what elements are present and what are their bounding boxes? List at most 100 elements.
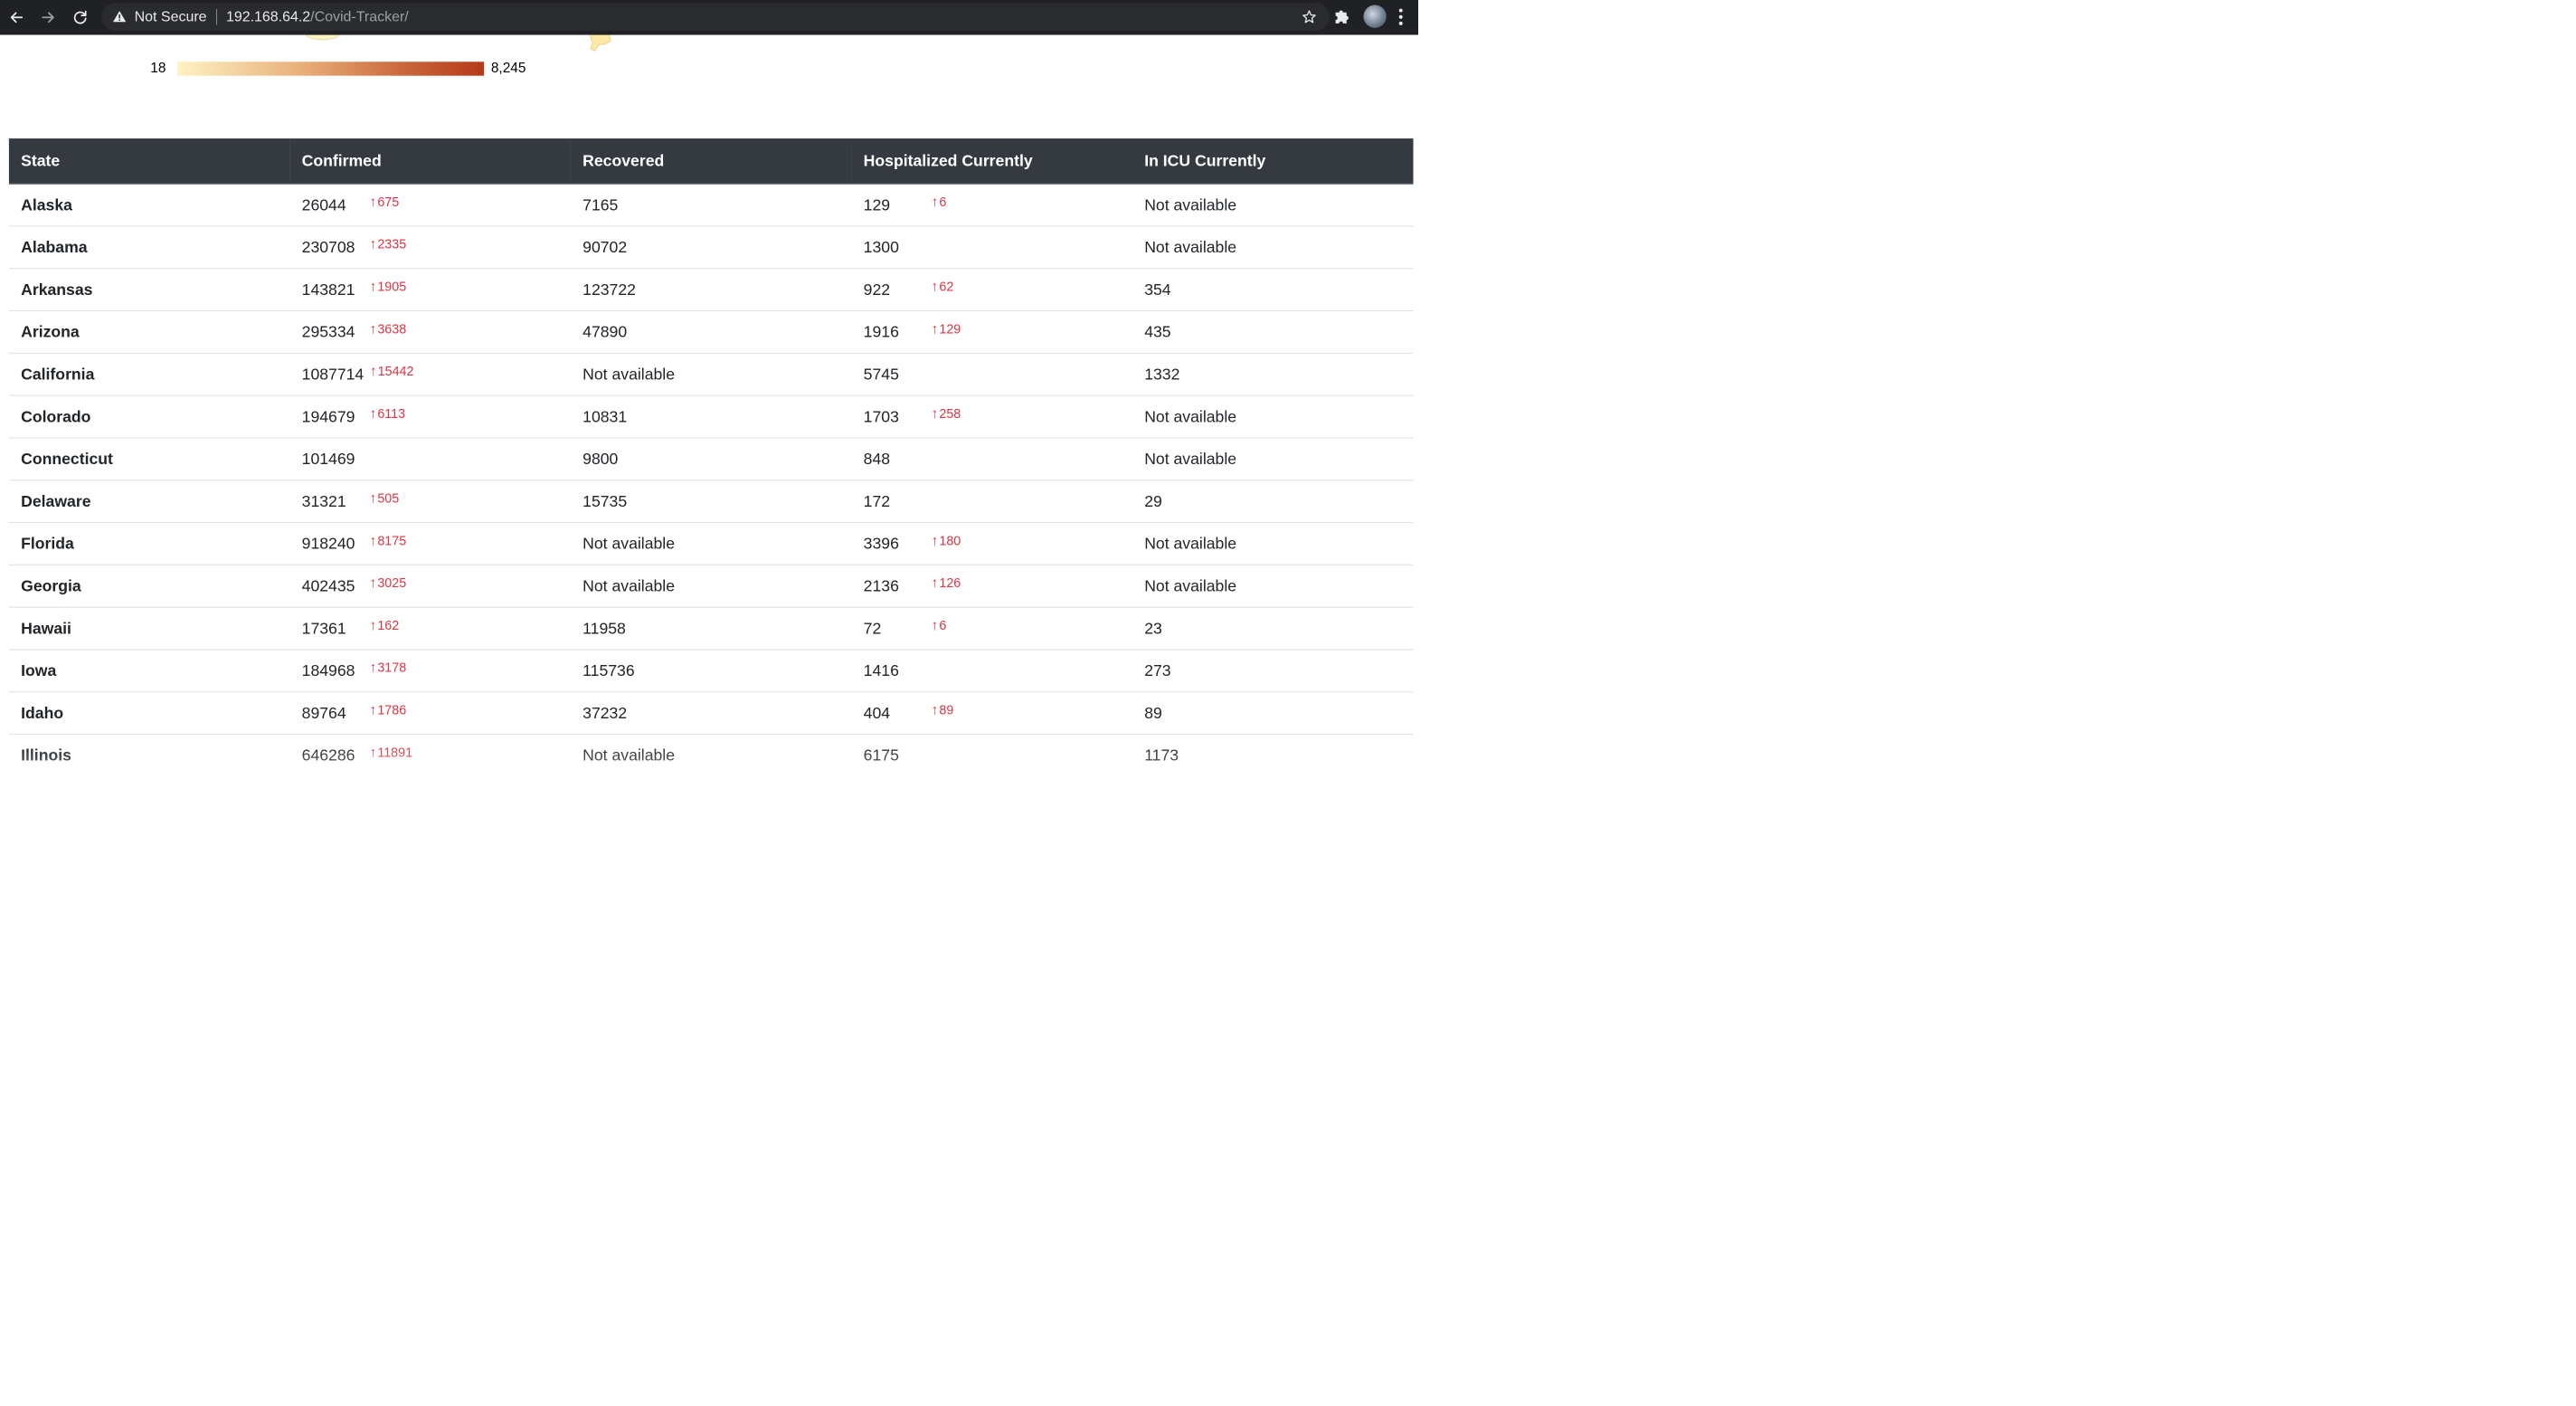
address-bar[interactable]: Not Secure 192.168.64.2/Covid-Tracker/ <box>101 3 1331 32</box>
confirmed-cell: 402435 ↑3025 <box>289 565 571 608</box>
arrow-up-icon: ↑ <box>369 744 377 760</box>
arrow-up-icon: ↑ <box>369 532 377 548</box>
hospitalized-cell: 6175 <box>851 734 1132 774</box>
hospitalized-cell-delta-value: 180 <box>939 533 961 548</box>
warning-triangle-icon[interactable] <box>112 10 127 23</box>
recovered-cell: 9800 <box>570 437 852 481</box>
icu-cell: 1173 <box>1132 734 1414 774</box>
hospitalized-cell-value: 404 <box>863 703 891 722</box>
state-cell: Illinois <box>8 734 290 774</box>
arrow-up-icon: ↑ <box>931 575 939 591</box>
security-label[interactable]: Not Secure <box>134 8 207 25</box>
state-cell: California <box>8 353 290 396</box>
url-path: /Covid-Tracker/ <box>310 8 409 25</box>
recovered-cell: 47890 <box>570 310 852 354</box>
header-icu: In ICU Currently <box>1132 138 1414 185</box>
url-text[interactable]: 192.168.64.2/Covid-Tracker/ <box>226 9 409 25</box>
confirmed-cell-value: 295334 <box>301 322 355 341</box>
arrow-up-icon: ↑ <box>931 532 939 548</box>
hospitalized-cell: 3396 ↑180 <box>851 522 1132 565</box>
arrow-up-icon: ↑ <box>369 617 377 633</box>
recovered-cell: 90702 <box>570 225 852 270</box>
puzzle-icon[interactable] <box>1331 6 1351 26</box>
state-cell: Arkansas <box>8 268 290 312</box>
table-row: Florida 918240 ↑8175 Not available 3396 ↑180 N… <box>8 522 1414 565</box>
hospitalized-cell-delta: ↑62 <box>932 279 954 294</box>
confirmed-cell: 918240 ↑8175 <box>289 522 571 565</box>
arrow-up-icon: ↑ <box>931 278 939 294</box>
table-row: Idaho 89764 ↑1786 37232 404 ↑89 89 <box>8 691 1414 736</box>
hospitalized-cell-delta: ↑126 <box>931 575 961 591</box>
recovered-cell: 123722 <box>570 268 852 312</box>
hospitalized-cell-value: 848 <box>863 450 891 468</box>
recovered-cell: Not available <box>570 522 852 565</box>
star-icon[interactable] <box>1302 9 1317 24</box>
confirmed-cell: 646286 ↑11891 <box>289 734 571 774</box>
hospitalized-cell: 5745 <box>851 353 1132 396</box>
confirmed-cell-delta: ↑2335 <box>369 235 407 252</box>
confirmed-cell-value: 230708 <box>301 238 355 256</box>
icu-cell: Not available <box>1132 183 1414 227</box>
hospitalized-cell-delta: ↑258 <box>932 405 961 421</box>
kebab-menu-icon[interactable] <box>1397 8 1405 26</box>
arrow-up-icon: ↑ <box>369 363 377 379</box>
icu-cell: 29 <box>1132 480 1414 524</box>
hospitalized-cell-value: 172 <box>863 491 891 510</box>
hospitalized-cell-value: 1416 <box>863 661 899 679</box>
icu-cell: 23 <box>1132 607 1414 651</box>
hospitalized-cell: 172 <box>851 480 1132 524</box>
hospitalized-cell: 1916 ↑129 <box>851 310 1132 354</box>
confirmed-cell-delta-value: 6113 <box>377 405 406 422</box>
confirmed-cell: 31321 ↑505 <box>289 480 571 524</box>
confirmed-cell: 230708 ↑2335 <box>289 225 571 270</box>
confirmed-cell-value: 143821 <box>301 280 355 299</box>
confirmed-cell-delta-value: 15442 <box>377 363 414 379</box>
confirmed-cell-delta-value: 1905 <box>377 279 407 294</box>
back-button[interactable] <box>4 5 29 31</box>
icu-cell: 273 <box>1132 649 1414 693</box>
header-recovered: Recovered <box>570 138 852 185</box>
confirmed-cell-delta: ↑11891 <box>370 745 413 760</box>
hospitalized-cell-delta-value: 126 <box>939 575 961 591</box>
profile-avatar[interactable] <box>1363 5 1387 28</box>
recovered-cell: Not available <box>570 353 852 396</box>
reload-button[interactable] <box>68 5 93 31</box>
confirmed-cell-delta: ↑1786 <box>370 702 407 717</box>
icu-cell: Not available <box>1132 522 1414 565</box>
confirmed-cell-value: 101469 <box>301 450 355 468</box>
confirmed-cell-value: 89764 <box>301 703 346 722</box>
header-state: State <box>8 138 290 185</box>
arrow-up-icon: ↑ <box>369 489 377 506</box>
icu-cell: 1332 <box>1132 353 1414 396</box>
icu-cell: Not available <box>1132 565 1414 608</box>
hospitalized-cell-value: 72 <box>863 619 882 638</box>
icu-cell: Not available <box>1132 225 1414 270</box>
hospitalized-cell: 922 ↑62 <box>851 268 1132 312</box>
arrow-up-icon: ↑ <box>931 701 939 717</box>
recovered-cell: Not available <box>570 565 852 608</box>
hospitalized-cell-value: 5745 <box>863 365 899 384</box>
recovered-cell: Not available <box>570 734 852 774</box>
arrow-up-icon: ↑ <box>369 235 377 252</box>
confirmed-cell-delta-value: 1786 <box>377 702 407 717</box>
arrow-up-icon: ↑ <box>369 320 377 337</box>
table-row: Alabama 230708 ↑2335 90702 1300 Not available <box>8 225 1414 270</box>
confirmed-cell: 143821 ↑1905 <box>289 268 571 312</box>
confirmed-cell-value: 918240 <box>301 534 355 553</box>
forward-button[interactable] <box>36 5 62 31</box>
confirmed-cell: 184968 ↑3178 <box>289 649 571 693</box>
confirmed-cell: 17361 ↑162 <box>289 607 571 651</box>
legend-color-scale <box>177 62 485 76</box>
confirmed-cell-delta-value: 2335 <box>377 236 407 252</box>
header-confirmed: Confirmed <box>289 138 571 185</box>
confirmed-cell-delta: ↑1905 <box>370 279 407 294</box>
table-row: California 1087714 ↑15442 Not available 5745… <box>8 353 1414 396</box>
legend-max-label: 8,245 <box>490 60 526 76</box>
hospitalized-cell-value: 6175 <box>863 746 899 765</box>
confirmed-cell-delta-value: 162 <box>377 617 400 633</box>
confirmed-cell: 295334 ↑3638 <box>289 310 571 354</box>
hospitalized-cell: 848 <box>851 437 1132 481</box>
icu-cell: 435 <box>1132 310 1414 354</box>
table-row: Arizona 295334 ↑3638 47890 1916 ↑129 435 <box>8 310 1414 354</box>
state-cell: Arizona <box>8 310 290 354</box>
